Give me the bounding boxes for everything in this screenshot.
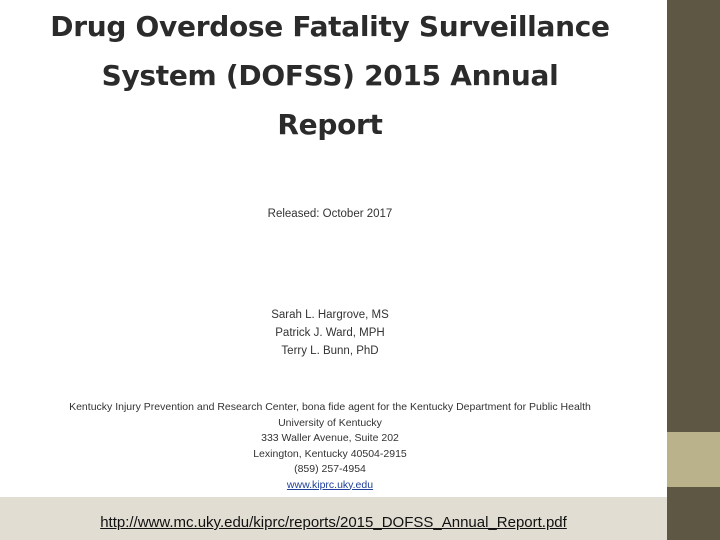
report-title-line-3: Report <box>277 108 383 141</box>
street-address: 333 Waller Avenue, Suite 202 <box>261 432 399 444</box>
slide-side-bar-bottom <box>667 487 720 540</box>
report-title: Drug Overdose Fatality Surveillance Syst… <box>10 2 650 149</box>
slide-side-bar-accent <box>667 432 720 487</box>
slide-side-bar-top <box>667 0 720 432</box>
report-title-line-1: Drug Overdose Fatality Surveillance <box>50 10 610 43</box>
author-name: Sarah L. Hargrove, MS <box>271 309 389 321</box>
author-name: Terry L. Bunn, PhD <box>281 345 379 357</box>
phone-number: (859) 257-4954 <box>294 463 366 475</box>
author-list: Sarah L. Hargrove, MS Patrick J. Ward, M… <box>200 306 460 360</box>
release-date: Released: October 2017 <box>267 208 393 220</box>
organization-name: Kentucky Injury Prevention and Research … <box>69 401 591 413</box>
report-title-line-2: System (DOFSS) 2015 Annual <box>101 59 559 92</box>
university-name: University of Kentucky <box>278 416 382 429</box>
organization-address: Kentucky Injury Prevention and Research … <box>20 400 640 493</box>
website-link[interactable]: www.kiprc.uky.edu <box>286 478 374 491</box>
source-url-link[interactable]: http://www.mc.uky.edu/kiprc/reports/2015… <box>100 514 567 531</box>
city-state-zip: Lexington, Kentucky 40504-2915 <box>253 447 407 460</box>
author-name: Patrick J. Ward, MPH <box>275 327 385 339</box>
footer-band <box>0 497 667 540</box>
report-cover-page: Drug Overdose Fatality Surveillance Syst… <box>10 2 650 493</box>
